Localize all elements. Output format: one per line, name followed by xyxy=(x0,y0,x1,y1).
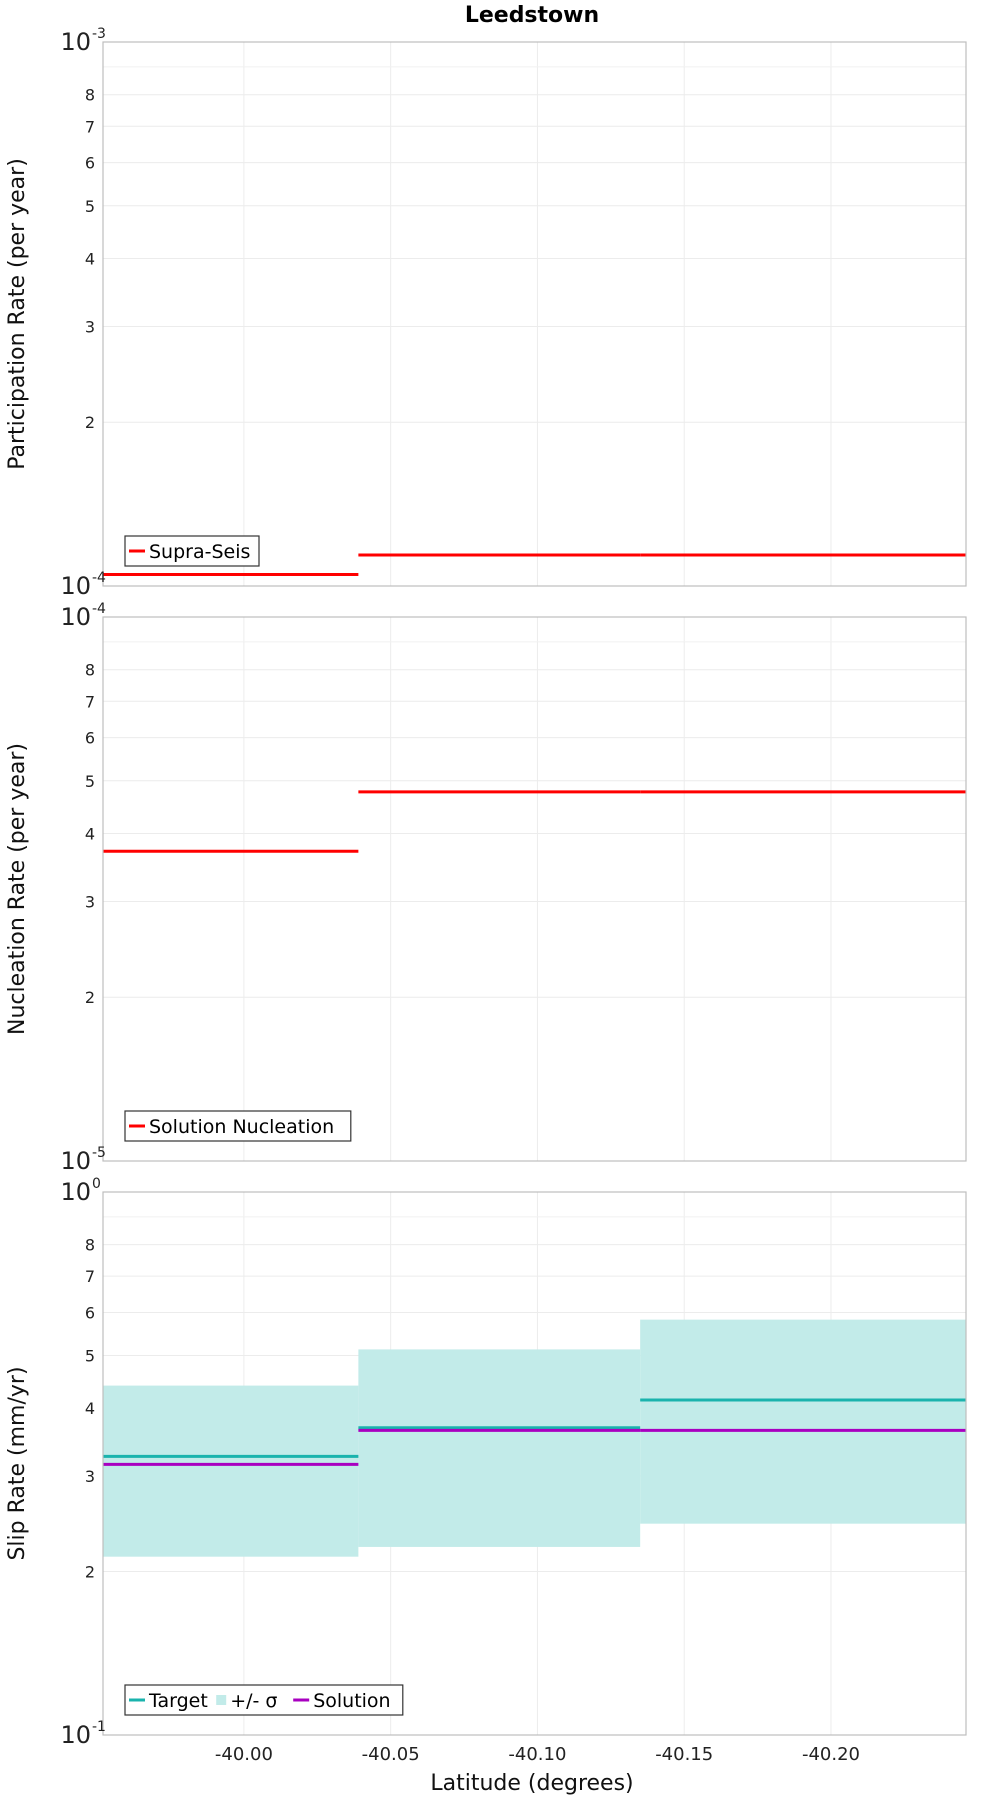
plot-frame xyxy=(102,616,967,1162)
x-tick-label: -40.20 xyxy=(802,1744,860,1765)
y-major-tick-base: 10 xyxy=(60,1147,91,1175)
legend-label: Solution xyxy=(313,1690,390,1712)
plot-frame xyxy=(102,41,967,587)
y-major-tick-base: 10 xyxy=(60,1178,91,1206)
y-major-tick-base: 10 xyxy=(60,572,91,600)
legend-label: Supra-Seis xyxy=(149,541,250,563)
y-tick-label: 5 xyxy=(85,772,95,791)
y-major-tick-exponent: 0 xyxy=(92,1176,101,1192)
x-tick-label: -40.05 xyxy=(362,1744,420,1765)
y-tick-label: 4 xyxy=(85,249,95,268)
y-axis-label: Participation Rate (per year) xyxy=(5,158,30,470)
sigma-band-segment xyxy=(640,1319,966,1524)
y-major-tick-exponent: -1 xyxy=(92,1719,106,1735)
y-tick-label: 3 xyxy=(85,892,95,911)
y-tick-label: 8 xyxy=(85,661,95,680)
y-major-tick-base: 10 xyxy=(60,1721,91,1749)
x-tick-label: -40.15 xyxy=(655,1744,713,1765)
y-tick-label: 2 xyxy=(85,1563,95,1582)
legend-label: +/- σ xyxy=(230,1690,277,1712)
x-tick-label: -40.00 xyxy=(215,1744,273,1765)
x-axis-label: Latitude (degrees) xyxy=(430,1771,633,1796)
y-tick-label: 8 xyxy=(85,1236,95,1255)
sigma-band-segment xyxy=(103,1385,359,1557)
y-tick-label: 6 xyxy=(85,729,95,748)
legend-label: Solution Nucleation xyxy=(149,1116,334,1138)
legend-label: Target xyxy=(148,1690,208,1712)
y-tick-label: 7 xyxy=(85,117,95,136)
y-major-tick-exponent: -4 xyxy=(92,570,106,586)
y-tick-label: 2 xyxy=(85,988,95,1007)
y-tick-label: 6 xyxy=(85,154,95,173)
y-tick-label: 2 xyxy=(85,413,95,432)
y-major-tick-exponent: -4 xyxy=(92,601,106,617)
y-axis-label: Slip Rate (mm/yr) xyxy=(5,1366,30,1560)
y-tick-label: 7 xyxy=(85,692,95,711)
sigma-band-segment xyxy=(358,1349,641,1547)
y-tick-label: 5 xyxy=(85,1346,95,1365)
y-tick-label: 4 xyxy=(85,824,95,843)
y-major-tick-exponent: -3 xyxy=(92,26,106,42)
y-tick-label: 5 xyxy=(85,197,95,216)
legend-box xyxy=(124,1684,404,1716)
y-axis-label: Nucleation Rate (per year) xyxy=(5,743,30,1035)
y-major-tick-exponent: -5 xyxy=(92,1145,106,1161)
y-major-tick-base: 10 xyxy=(60,603,91,631)
y-tick-label: 3 xyxy=(85,317,95,336)
y-tick-label: 3 xyxy=(85,1467,95,1486)
plot-frame xyxy=(102,1191,967,1736)
x-tick-label: -40.10 xyxy=(508,1744,566,1765)
legend-band-swatch xyxy=(216,1695,227,1705)
chart-title: Leedstown xyxy=(465,3,599,28)
y-tick-label: 6 xyxy=(85,1303,95,1322)
y-tick-label: 4 xyxy=(85,1399,95,1418)
y-tick-label: 7 xyxy=(85,1267,95,1286)
y-tick-label: 8 xyxy=(85,86,95,105)
legend-box xyxy=(124,535,260,567)
legend-box xyxy=(124,1110,352,1142)
y-major-tick-base: 10 xyxy=(60,28,91,56)
